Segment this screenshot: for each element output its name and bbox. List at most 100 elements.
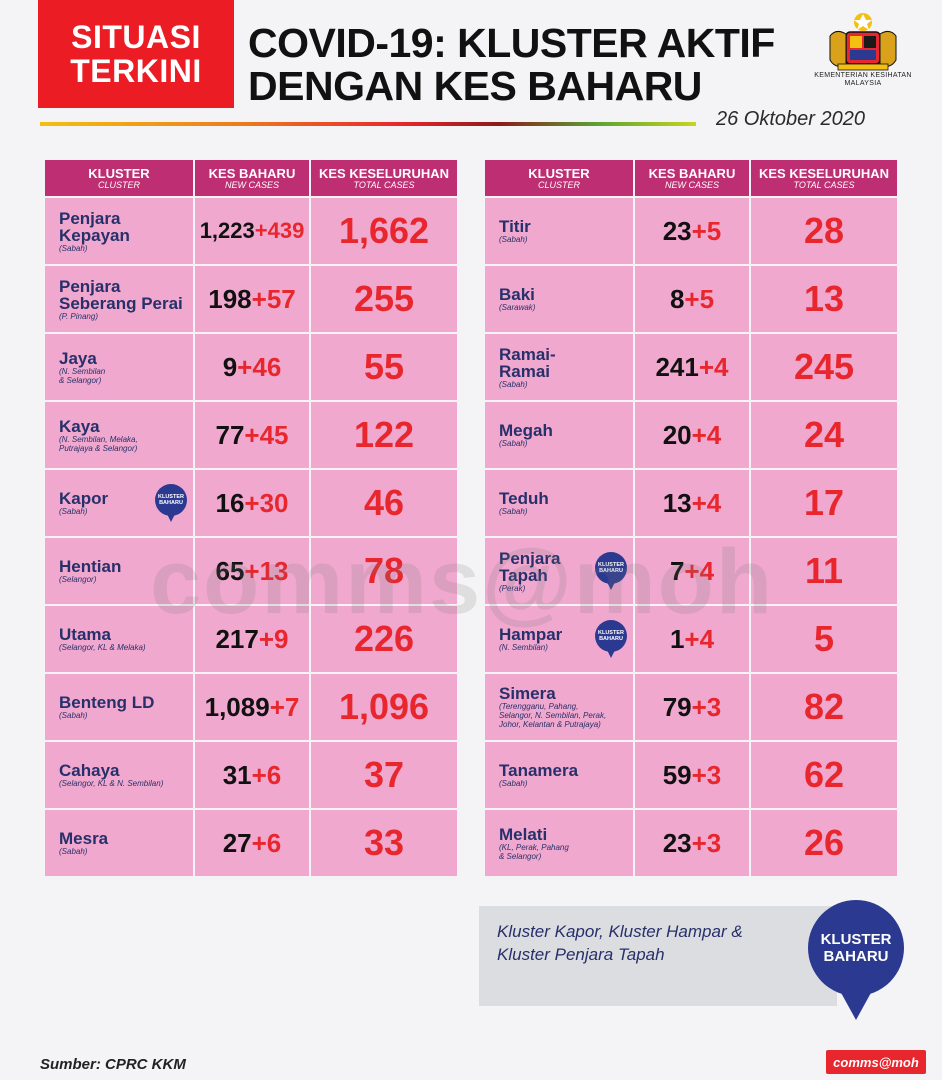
new-cases-added: +57 <box>251 283 296 314</box>
cluster-name: Ramai- <box>499 344 556 364</box>
new-cases-added: +4 <box>684 555 715 586</box>
total-cases-cell: 11 <box>751 538 897 604</box>
new-cases-base: 1,223 <box>199 218 255 243</box>
new-cases-added: +3 <box>691 691 722 722</box>
new-cases-added: +6 <box>251 827 282 858</box>
cluster-region: (N. Sembilan <box>59 366 106 376</box>
cluster-name-cell: Megah (Sabah) <box>485 402 633 468</box>
new-cases-cell: 241 +4 <box>635 334 749 400</box>
cluster-name: Titir <box>499 217 531 236</box>
cluster-name: Kepayan <box>59 225 130 245</box>
badge-line-1: SITUASI <box>71 19 201 55</box>
cluster-name-cell: Hampar (N. Sembilan) KLUSTER BAHARU <box>485 606 633 672</box>
cluster-table-left: KLUSTER CLUSTER KES BAHARU NEW CASES KES… <box>45 160 457 878</box>
column-header-new-cases: KES BAHARU NEW CASES <box>195 160 309 196</box>
new-cases-cell: 16 +30 <box>195 470 309 536</box>
source-credit: Sumber: CPRC KKM <box>40 1056 186 1073</box>
table-row: Simera (Terengganu, Pahang, Selangor, N. S… <box>485 674 897 740</box>
cluster-region: (Terengganu, Pahang, <box>499 702 579 711</box>
kluster-baharu-pin-icon: KLUSTER BAHARU <box>808 900 904 1020</box>
new-cases-base: 23 <box>662 827 692 858</box>
total-cases-cell: 226 <box>311 606 457 672</box>
cluster-region: (Sabah) <box>59 243 88 253</box>
cluster-name: Melati <box>499 824 548 844</box>
cluster-name-cell: Benteng LD (Sabah) <box>45 674 193 740</box>
column-header-cluster: KLUSTER CLUSTER <box>45 160 193 196</box>
column-header-total-cases: KES KESELURUHAN TOTAL CASES <box>311 160 457 196</box>
table-row: Titir (Sabah) 23 +5 28 <box>485 198 897 264</box>
cluster-name: Penjara <box>59 208 121 228</box>
new-cases-cell: 77 +45 <box>195 402 309 468</box>
cluster-name-cell: Penjara Seberang Perai (P. Pinang) <box>45 266 193 332</box>
new-cases-added: +4 <box>691 419 722 450</box>
cluster-region: Selangor, N. Sembilan, Perak, <box>499 711 607 720</box>
new-cases-cell: 198 +57 <box>195 266 309 332</box>
cluster-region: (Sabah) <box>59 507 88 516</box>
total-cases-cell: 13 <box>751 266 897 332</box>
new-cases-cell: 9 +46 <box>195 334 309 400</box>
cluster-name-cell: Jaya (N. Sembilan & Selangor) <box>45 334 193 400</box>
table-row: Benteng LD (Sabah) 1,089 +7 1,096 <box>45 674 457 740</box>
new-cases-cell: 13 +4 <box>635 470 749 536</box>
cluster-region: (N. Sembilan) <box>499 643 548 652</box>
new-cases-cell: 217 +9 <box>195 606 309 672</box>
new-cases-added: +30 <box>244 487 289 518</box>
new-cases-base: 20 <box>662 419 692 450</box>
new-cases-cell: 1,223 +439 <box>195 198 309 264</box>
table-header: KLUSTER CLUSTER KES BAHARU NEW CASES KES… <box>485 160 897 196</box>
table-row: Baki (Sarawak) 8 +5 13 <box>485 266 897 332</box>
new-cases-base: 7 <box>669 555 685 586</box>
new-cases-base: 27 <box>222 827 252 858</box>
cluster-name: Hentian <box>59 557 122 576</box>
cluster-name-cell: Kaya (N. Sembilan, Melaka, Putrajaya & Sel… <box>45 402 193 468</box>
table-row: Hampar (N. Sembilan) KLUSTER BAHARU 1 +4 5 <box>485 606 897 672</box>
note-line-1: Kluster Kapor, Kluster Hampar & <box>497 922 743 941</box>
cluster-name: Baki <box>499 285 535 304</box>
new-cases-base: 9 <box>222 351 238 382</box>
cluster-table-right: KLUSTER CLUSTER KES BAHARU NEW CASES KES… <box>485 160 897 878</box>
new-cases-cell: 7 +4 <box>635 538 749 604</box>
new-cases-added: +13 <box>244 555 289 586</box>
total-cases-cell: 37 <box>311 742 457 808</box>
kluster-baharu-pin-icon: KLUSTER BAHARU <box>595 620 627 660</box>
cluster-name: Penjara <box>499 548 561 568</box>
cluster-region: (Sabah) <box>499 779 528 788</box>
new-cases-base: 59 <box>662 759 692 790</box>
new-cases-base: 1,089 <box>204 691 270 722</box>
cluster-region: (Sarawak) <box>499 303 536 312</box>
cluster-name-cell: Teduh (Sabah) <box>485 470 633 536</box>
new-cases-cell: 79 +3 <box>635 674 749 740</box>
new-cases-base: 16 <box>215 487 245 518</box>
total-cases-cell: 78 <box>311 538 457 604</box>
cluster-name: Benteng LD <box>59 693 155 712</box>
title-line-2: DENGAN KES BAHARU <box>248 63 702 109</box>
cluster-name: Mesra <box>59 829 109 848</box>
table-row: Mesra (Sabah) 27 +6 33 <box>45 810 457 876</box>
table-row: Utama (Selangor, KL & Melaka) 217 +9 226 <box>45 606 457 672</box>
total-cases-cell: 1,662 <box>311 198 457 264</box>
cluster-name: Tapah <box>499 565 548 585</box>
cluster-name: Kapor <box>59 489 109 508</box>
cluster-region: (P. Pinang) <box>59 311 98 321</box>
cluster-region: Johor, Kelantan & Putrajaya) <box>499 720 601 729</box>
cluster-region: (N. Sembilan, Melaka, <box>59 434 138 444</box>
new-cases-base: 241 <box>655 351 699 382</box>
new-cases-added: +439 <box>254 218 305 243</box>
total-cases-cell: 255 <box>311 266 457 332</box>
new-cases-added: +4 <box>698 351 729 382</box>
cluster-region: (Sabah) <box>499 439 528 448</box>
total-cases-cell: 28 <box>751 198 897 264</box>
new-cases-cell: 31 +6 <box>195 742 309 808</box>
new-cases-cell: 1,089 +7 <box>195 674 309 740</box>
new-cases-cell: 8 +5 <box>635 266 749 332</box>
table-row: Kaya (N. Sembilan, Melaka, Putrajaya & Sel… <box>45 402 457 468</box>
kluster-baharu-pin-icon: KLUSTER BAHARU <box>155 484 187 524</box>
total-cases-cell: 55 <box>311 334 457 400</box>
table-row: Penjara Tapah (Perak) KLUSTER BAHARU 7 +4 11 <box>485 538 897 604</box>
cluster-region: & Selangor) <box>59 375 102 385</box>
table-row: Teduh (Sabah) 13 +4 17 <box>485 470 897 536</box>
table-row: Penjara Seberang Perai (P. Pinang) 198 +57 25… <box>45 266 457 332</box>
ministry-name: KEMENTERIAN KESIHATAN MALAYSIA <box>814 72 912 87</box>
table-row: Tanamera (Sabah) 59 +3 62 <box>485 742 897 808</box>
cluster-region: (Perak) <box>499 583 526 593</box>
